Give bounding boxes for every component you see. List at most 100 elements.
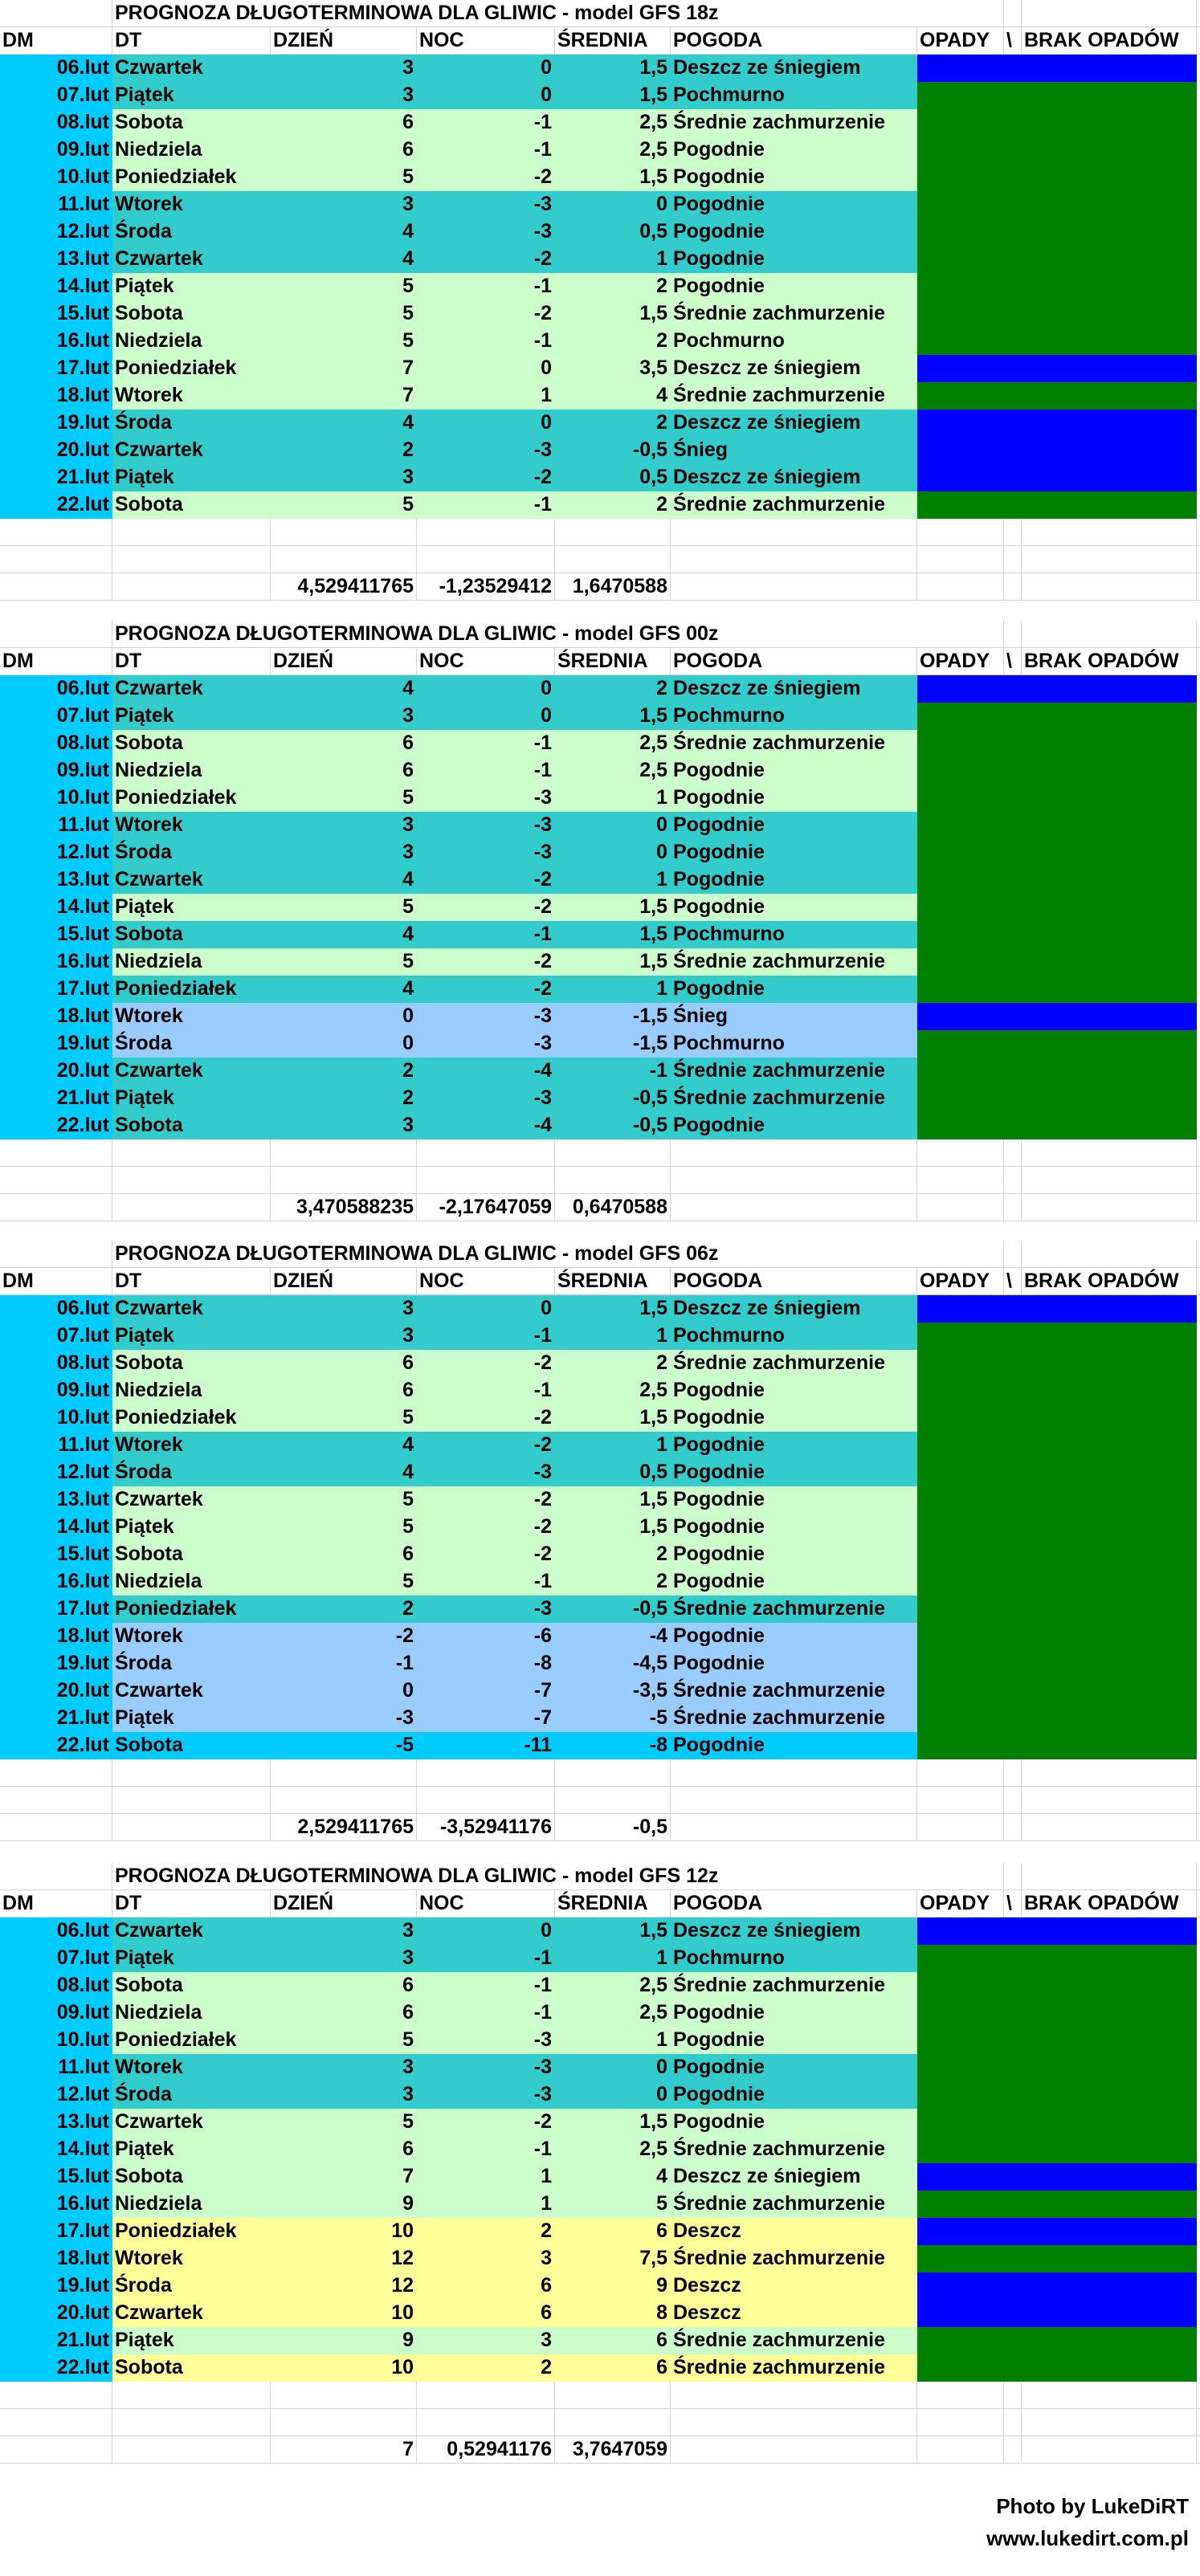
empty-cell[interactable]: [917, 1814, 1004, 1841]
night-temp-cell[interactable]: -2: [417, 1486, 555, 1514]
weekday-cell[interactable]: Środa: [112, 1459, 271, 1486]
empty-cell[interactable]: [917, 1759, 1004, 1787]
day-temp-cell[interactable]: 3: [271, 464, 417, 491]
precip-indicator-cell[interactable]: [1022, 1705, 1197, 1732]
precip-indicator-cell[interactable]: [917, 1350, 1004, 1377]
precip-indicator-cell[interactable]: [1004, 812, 1022, 839]
empty-cell[interactable]: [0, 1139, 112, 1167]
precip-indicator-cell[interactable]: [1022, 246, 1197, 273]
weekday-cell[interactable]: Piątek: [112, 1085, 271, 1112]
empty-cell[interactable]: [671, 1787, 917, 1814]
precip-indicator-cell[interactable]: [1004, 2354, 1022, 2382]
empty-cell[interactable]: [1197, 273, 1200, 300]
empty-cell[interactable]: [1197, 1568, 1200, 1596]
night-temp-cell[interactable]: -8: [417, 1650, 555, 1677]
precip-indicator-cell[interactable]: [917, 2354, 1004, 2382]
weekday-cell[interactable]: Niedziela: [112, 137, 271, 164]
precip-indicator-cell[interactable]: [917, 1945, 1004, 1972]
day-temp-cell[interactable]: 3: [271, 1295, 417, 1323]
precip-indicator-cell[interactable]: [917, 246, 1004, 273]
date-cell[interactable]: 10.lut: [0, 1404, 112, 1432]
empty-cell[interactable]: [0, 1863, 112, 1890]
weekday-cell[interactable]: Czwartek: [112, 675, 271, 703]
empty-cell[interactable]: [1197, 1268, 1200, 1295]
precip-indicator-cell[interactable]: [917, 300, 1004, 328]
precip-indicator-cell[interactable]: [917, 55, 1004, 82]
night-temp-cell[interactable]: -1: [417, 1568, 555, 1596]
day-temp-cell[interactable]: 6: [271, 1972, 417, 1999]
avg-temp-cell[interactable]: 2,5: [555, 1999, 671, 2027]
weather-cell[interactable]: Średnie zachmurzenie: [671, 2136, 917, 2163]
avg-temp-cell[interactable]: 8: [555, 2300, 671, 2327]
empty-cell[interactable]: [1197, 1241, 1200, 1268]
weekday-cell[interactable]: Sobota: [112, 921, 271, 948]
date-cell[interactable]: 14.lut: [0, 273, 112, 300]
precip-indicator-cell[interactable]: [917, 137, 1004, 164]
empty-cell[interactable]: [1197, 1323, 1200, 1350]
avg-temp-cell[interactable]: 1,5: [555, 55, 671, 82]
precip-indicator-cell[interactable]: [917, 1459, 1004, 1486]
avg-night-temp[interactable]: -3,52941176: [417, 1814, 555, 1841]
precip-indicator-cell[interactable]: [1022, 2245, 1197, 2272]
precip-indicator-cell[interactable]: [917, 164, 1004, 191]
night-temp-cell[interactable]: -2: [417, 948, 555, 976]
precip-indicator-cell[interactable]: [917, 785, 1004, 812]
day-temp-cell[interactable]: 6: [271, 730, 417, 757]
weather-cell[interactable]: Pogodnie: [671, 785, 917, 812]
empty-cell[interactable]: [917, 1863, 1004, 1890]
precip-indicator-cell[interactable]: [1022, 1323, 1197, 1350]
day-temp-cell[interactable]: 7: [271, 355, 417, 382]
empty-cell[interactable]: [1197, 948, 1200, 976]
precip-indicator-cell[interactable]: [1004, 355, 1022, 382]
precip-indicator-cell[interactable]: [1022, 164, 1197, 191]
empty-cell[interactable]: [112, 1759, 271, 1787]
empty-cell[interactable]: [1197, 2163, 1200, 2191]
empty-cell[interactable]: [917, 546, 1004, 573]
precip-indicator-cell[interactable]: [1004, 730, 1022, 757]
weather-cell[interactable]: Pogodnie: [671, 218, 917, 246]
empty-cell[interactable]: [1197, 1814, 1200, 1841]
date-cell[interactable]: 13.lut: [0, 1486, 112, 1514]
empty-cell[interactable]: [1197, 1112, 1200, 1139]
empty-cell[interactable]: [917, 2409, 1004, 2436]
empty-cell[interactable]: [1004, 1167, 1022, 1194]
weekday-cell[interactable]: Sobota: [112, 1541, 271, 1568]
date-cell[interactable]: 06.lut: [0, 675, 112, 703]
empty-cell[interactable]: [1197, 812, 1200, 839]
precip-indicator-cell[interactable]: [1004, 328, 1022, 355]
empty-cell[interactable]: [0, 1814, 112, 1841]
avg-temp-cell[interactable]: -0,5: [555, 1112, 671, 1139]
precip-indicator-cell[interactable]: [1004, 1486, 1022, 1514]
empty-cell[interactable]: [1197, 1432, 1200, 1459]
precip-indicator-cell[interactable]: [1022, 1295, 1197, 1323]
header-noprecip[interactable]: BRAK OPADÓW: [1022, 648, 1197, 675]
night-temp-cell[interactable]: -3: [417, 785, 555, 812]
precip-indicator-cell[interactable]: [917, 1650, 1004, 1677]
header-weather[interactable]: POGODA: [671, 1890, 917, 1918]
header-weather[interactable]: POGODA: [671, 1268, 917, 1295]
day-temp-cell[interactable]: 5: [271, 785, 417, 812]
date-cell[interactable]: 21.lut: [0, 464, 112, 491]
empty-cell[interactable]: [1197, 2272, 1200, 2300]
empty-cell[interactable]: [1197, 1459, 1200, 1486]
weekday-cell[interactable]: Czwartek: [112, 1677, 271, 1705]
date-cell[interactable]: 21.lut: [0, 1085, 112, 1112]
date-cell[interactable]: 19.lut: [0, 1030, 112, 1058]
empty-cell[interactable]: [0, 519, 112, 546]
weather-cell[interactable]: Pogodnie: [671, 1623, 917, 1650]
precip-indicator-cell[interactable]: [1022, 464, 1197, 491]
precip-indicator-cell[interactable]: [1022, 1085, 1197, 1112]
night-temp-cell[interactable]: 1: [417, 2191, 555, 2218]
weather-cell[interactable]: Deszcz ze śniegiem: [671, 55, 917, 82]
date-cell[interactable]: 21.lut: [0, 1705, 112, 1732]
precip-indicator-cell[interactable]: [1004, 1972, 1022, 1999]
precip-indicator-cell[interactable]: [1004, 1404, 1022, 1432]
header-dm[interactable]: DM: [0, 1890, 112, 1918]
day-temp-cell[interactable]: 6: [271, 1350, 417, 1377]
weather-cell[interactable]: Pogodnie: [671, 1459, 917, 1486]
header-sep[interactable]: \: [1004, 648, 1022, 675]
day-temp-cell[interactable]: 4: [271, 1432, 417, 1459]
precip-indicator-cell[interactable]: [1004, 1085, 1022, 1112]
precip-indicator-cell[interactable]: [917, 1295, 1004, 1323]
header-precip[interactable]: OPADY: [917, 648, 1004, 675]
